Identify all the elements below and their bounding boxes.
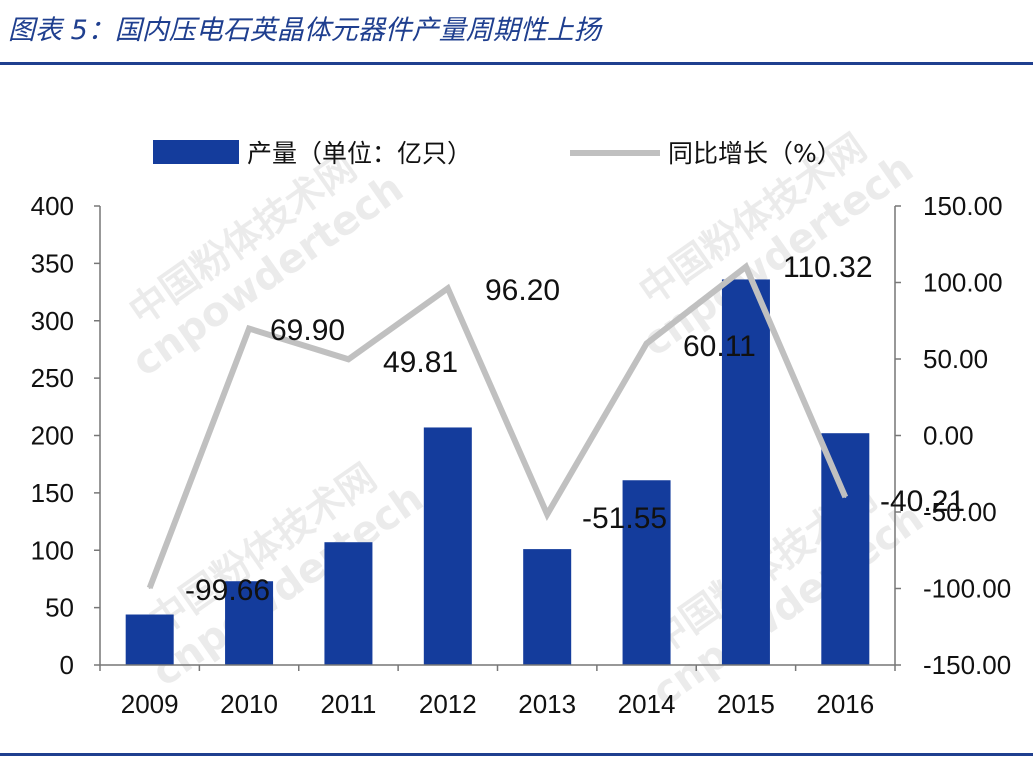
growth-label-2016: -40.21 (880, 485, 965, 518)
data-labels: -99.66 69.90 49.81 96.20 -51.55 60.11 110.32 -4… (185, 251, 965, 607)
growth-line (146, 261, 849, 590)
growth-point-2010 (248, 327, 251, 330)
y-right-tick-label: -50.00 (923, 497, 997, 527)
bars (125, 279, 870, 665)
y-left-tick-label: 0 (60, 650, 74, 680)
growth-point-2013 (546, 513, 549, 516)
growth-label-2015: 110.32 (783, 251, 873, 284)
growth-point-2015 (744, 265, 747, 268)
bar-2010 (225, 581, 274, 665)
growth-label-2013: -51.55 (582, 502, 667, 535)
y-right-tick-label: -100.00 (923, 574, 1011, 604)
x-tick-label-2009: 2009 (121, 689, 179, 719)
growth-label-2012: 96.20 (485, 274, 560, 307)
legend-bar-swatch (153, 140, 239, 164)
growth-label-2009: -99.66 (185, 574, 270, 607)
growth-label-2010: 69.90 (270, 314, 345, 347)
y-left-tick-label: 400 (31, 191, 74, 221)
legend-line-label: 同比增长（%） (668, 139, 842, 168)
y-right-tick-label: 50.00 (923, 344, 988, 374)
bar-2014 (622, 480, 671, 665)
y-left-tick-label: 300 (31, 306, 74, 336)
growth-label-2011: 49.81 (383, 346, 458, 379)
x-tick-label-2012: 2012 (419, 689, 477, 719)
axes: 0 50 100 150 200 250 300 350 400 -150.00 -100.00 -5… (31, 191, 1012, 719)
y-left-tick-label: 350 (31, 248, 74, 278)
figure-title: 图表 5：国内压电石英晶体元器件产量周期性上扬 (8, 15, 601, 46)
growth-point-2016 (844, 496, 847, 499)
x-tick-label-2016: 2016 (816, 689, 874, 719)
growth-line-path (146, 261, 849, 590)
growth-point-2014 (645, 342, 648, 345)
y-left-tick-label: 100 (31, 535, 74, 565)
x-tick-label-2014: 2014 (618, 689, 676, 719)
growth-point-2011 (347, 358, 350, 361)
y-left-tick-label: 200 (31, 421, 74, 451)
title-rule (0, 62, 1033, 65)
bar-2013 (523, 549, 572, 665)
y-left-tick-label: 50 (45, 593, 74, 623)
y-right-tick-label: 150.00 (923, 191, 1003, 221)
x-tick-label-2010: 2010 (220, 689, 278, 719)
growth-point-2009 (148, 586, 151, 589)
legend-bar-label: 产量（单位：亿只） (247, 139, 472, 168)
y-right-tick-label: -150.00 (923, 650, 1011, 680)
bar-2009 (125, 614, 174, 665)
x-tick-label-2011: 2011 (320, 689, 376, 719)
growth-point-2012 (446, 287, 449, 290)
y-left-tick-label: 150 (31, 478, 74, 508)
y-left-tick-label: 250 (31, 363, 74, 393)
bar-2016 (821, 433, 870, 665)
bar-2012 (423, 427, 472, 665)
x-tick-label-2013: 2013 (518, 689, 576, 719)
bar-2011 (324, 542, 373, 665)
y-right-tick-label: 0.00 (923, 421, 974, 451)
bottom-rule (0, 753, 1033, 756)
growth-label-2014: 60.11 (683, 330, 756, 363)
y-right-tick-label: 100.00 (923, 268, 1003, 298)
bar-2015 (721, 279, 770, 665)
x-tick-label-2015: 2015 (717, 689, 775, 719)
legend: 产量（单位：亿只） 同比增长（%） (153, 139, 842, 168)
